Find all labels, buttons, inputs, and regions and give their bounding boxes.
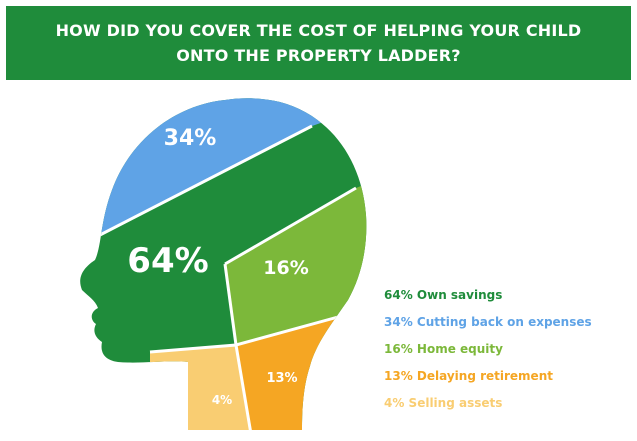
legend-item-selling-assets: 4% Selling assets bbox=[384, 396, 503, 410]
legend-item-delaying-retirement: 13% Delaying retirement bbox=[384, 369, 553, 383]
data-label-cutting-back: 34% bbox=[164, 126, 217, 151]
chart-legend: 64% Own savings 34% Cutting back on expe… bbox=[384, 286, 592, 421]
legend-item-cutting-back: 34% Cutting back on expenses bbox=[384, 315, 592, 329]
divider-line bbox=[223, 263, 238, 346]
data-label-selling-assets: 4% bbox=[212, 393, 232, 407]
legend-item-own-savings: 64% Own savings bbox=[384, 288, 503, 302]
title-banner: HOW DID YOU COVER THE COST OF HELPING YO… bbox=[6, 6, 631, 80]
legend-item-home-equity: 16% Home equity bbox=[384, 342, 503, 356]
divider-line bbox=[97, 124, 313, 238]
divider-line bbox=[224, 186, 357, 266]
segment-selling-assets bbox=[150, 345, 252, 430]
chart-title: HOW DID YOU COVER THE COST OF HELPING YO… bbox=[55, 21, 582, 65]
data-label-delaying-retirement: 13% bbox=[266, 371, 297, 386]
divider-line bbox=[234, 344, 254, 430]
data-label-own-savings: 64% bbox=[127, 241, 208, 281]
data-label-home-equity: 16% bbox=[263, 257, 308, 279]
